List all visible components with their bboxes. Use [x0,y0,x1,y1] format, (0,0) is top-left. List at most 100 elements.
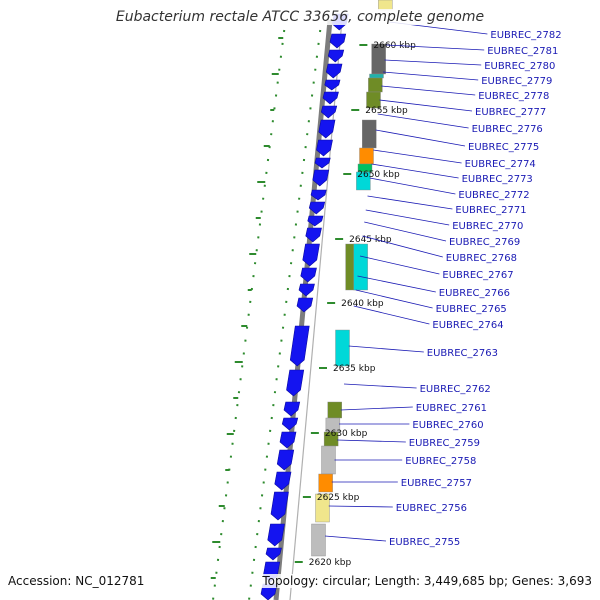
scale-label: 2660 kbp [373,41,416,51]
topology-text: Topology: circular; Length: 3,449,685 bp… [262,574,592,588]
cog-block-khaki [315,493,330,523]
gene-label: EUBREC_2756 [396,503,467,514]
forward-gene-arrow [274,471,292,491]
gene-leader-line [357,275,436,293]
gene-label: EUBREC_2755 [389,537,460,548]
gene-leader-line [382,71,479,81]
forward-gene-arrow [276,449,295,471]
gene-leader-line [355,289,433,309]
gene-label: EUBREC_2769 [449,237,520,248]
gene-label: EUBREC_2764 [432,320,503,331]
gene-label: EUBREC_2775 [468,142,539,153]
scale-label: 2645 kbp [349,235,392,245]
forward-gene-arrow [286,369,305,397]
gene-track [260,13,349,600]
scale-label: 2625 kbp [317,493,360,503]
gene-leader-line [348,345,424,353]
forward-gene-arrow [300,267,317,283]
gene-leader-line [324,535,387,542]
forward-gene-arrow [270,491,289,521]
scale-label: 2630 kbp [325,429,368,439]
scale-label: 2655 kbp [365,106,408,116]
forward-gene-arrow [324,79,341,91]
forward-gene-arrow [302,243,320,267]
forward-gene-arrow [310,189,327,201]
forward-gene-arrow [327,49,345,63]
forward-gene-arrow [312,169,330,187]
forward-gene-arrow [267,523,285,547]
gene-leader-line [336,439,406,443]
gene-label: EUBREC_2772 [458,190,529,201]
forward-gene-arrow [325,63,343,79]
forward-gene-arrow [281,417,299,431]
gene-leader-line [353,305,430,325]
gene-label: EUBREC_2782 [490,30,561,41]
gene-leader-line [381,85,476,96]
forward-gene-arrow [265,547,282,561]
cog-block-olive [327,401,342,419]
gene-label: EUBREC_2779 [481,76,552,87]
gene-leader-line [375,129,466,147]
cog-block-light_gray [311,523,326,557]
gene-label: EUBREC_2770 [452,221,523,232]
forward-gene-arrow [329,33,347,49]
forward-gene-arrow [298,283,315,297]
forward-gene-arrow [289,325,310,367]
scale-label: 2640 kbp [341,299,384,309]
gene-leader-line [373,149,462,164]
accession-text: Accession: NC_012781 [8,574,145,588]
gene-leader-line [328,505,393,508]
forward-gene-arrow [279,431,297,449]
gc-content-dots [210,29,322,600]
gene-leader-line [362,235,443,258]
cog-block-light_gray [321,445,336,475]
gene-label: EUBREC_2760 [412,420,483,431]
gene-label: EUBREC_2758 [405,456,476,467]
gene-leader-line [369,177,456,195]
forward-gene-arrow [314,157,331,169]
gene-leader-line [365,209,450,226]
cog-block-gray [362,119,377,149]
gene-leader-line [364,221,447,242]
forward-gene-arrow [318,119,336,139]
gene-leader-line [367,195,453,210]
scale-ticks: 2660 kbp 2655 kbp 2650 kbp 2645 kbp 2640 kbp… [294,41,416,568]
gene-leader-line [340,406,413,411]
gene-label: EUBREC_2762 [420,384,491,395]
map-title: Eubacterium rectale ATCC 33656, complete… [0,9,600,25]
cog-block-cyan [335,329,350,367]
gene-label: EUBREC_2773 [462,174,533,185]
gene-label: EUBREC_2780 [484,61,555,72]
gene-leader-line [343,383,417,389]
gene-label: EUBREC_2766 [439,288,510,299]
gene-leader-line [379,99,473,112]
gene-label: EUBREC_2767 [442,270,513,281]
gene-leader-line [377,113,469,129]
gene-label: EUBREC_2759 [409,438,480,449]
gene-label: EUBREC_2774 [465,159,536,170]
gene-label: EUBREC_2771 [455,205,526,216]
gene-label: EUBREC_2777 [475,107,546,118]
gc-dotted-line [248,29,322,600]
forward-gene-arrow [296,297,314,313]
gene-leader-line [386,44,485,51]
cog-track [311,0,393,557]
gene-labels: EUBREC_2782 EUBREC_2781 EUBREC_2780 EUBREC_… [324,21,562,548]
cog-block-orange [359,147,374,165]
gene-label: EUBREC_2776 [472,124,543,135]
cog-block-cyan [353,243,368,291]
backbone-inner-line [289,19,343,600]
scale-label: 2650 kbp [357,170,400,180]
gene-leader-line [371,163,459,179]
gene-label: EUBREC_2778 [478,91,549,102]
forward-gene-arrow [308,201,326,215]
forward-gene-arrow [307,215,324,227]
forward-gene-arrow [320,105,338,119]
forward-gene-arrow [305,227,322,243]
cog-block-teal [369,73,384,79]
gene-label: EUBREC_2768 [446,253,517,264]
scale-label: 2635 kbp [333,364,376,374]
forward-gene-arrow [322,91,339,105]
gc-dotted-line [212,29,286,600]
